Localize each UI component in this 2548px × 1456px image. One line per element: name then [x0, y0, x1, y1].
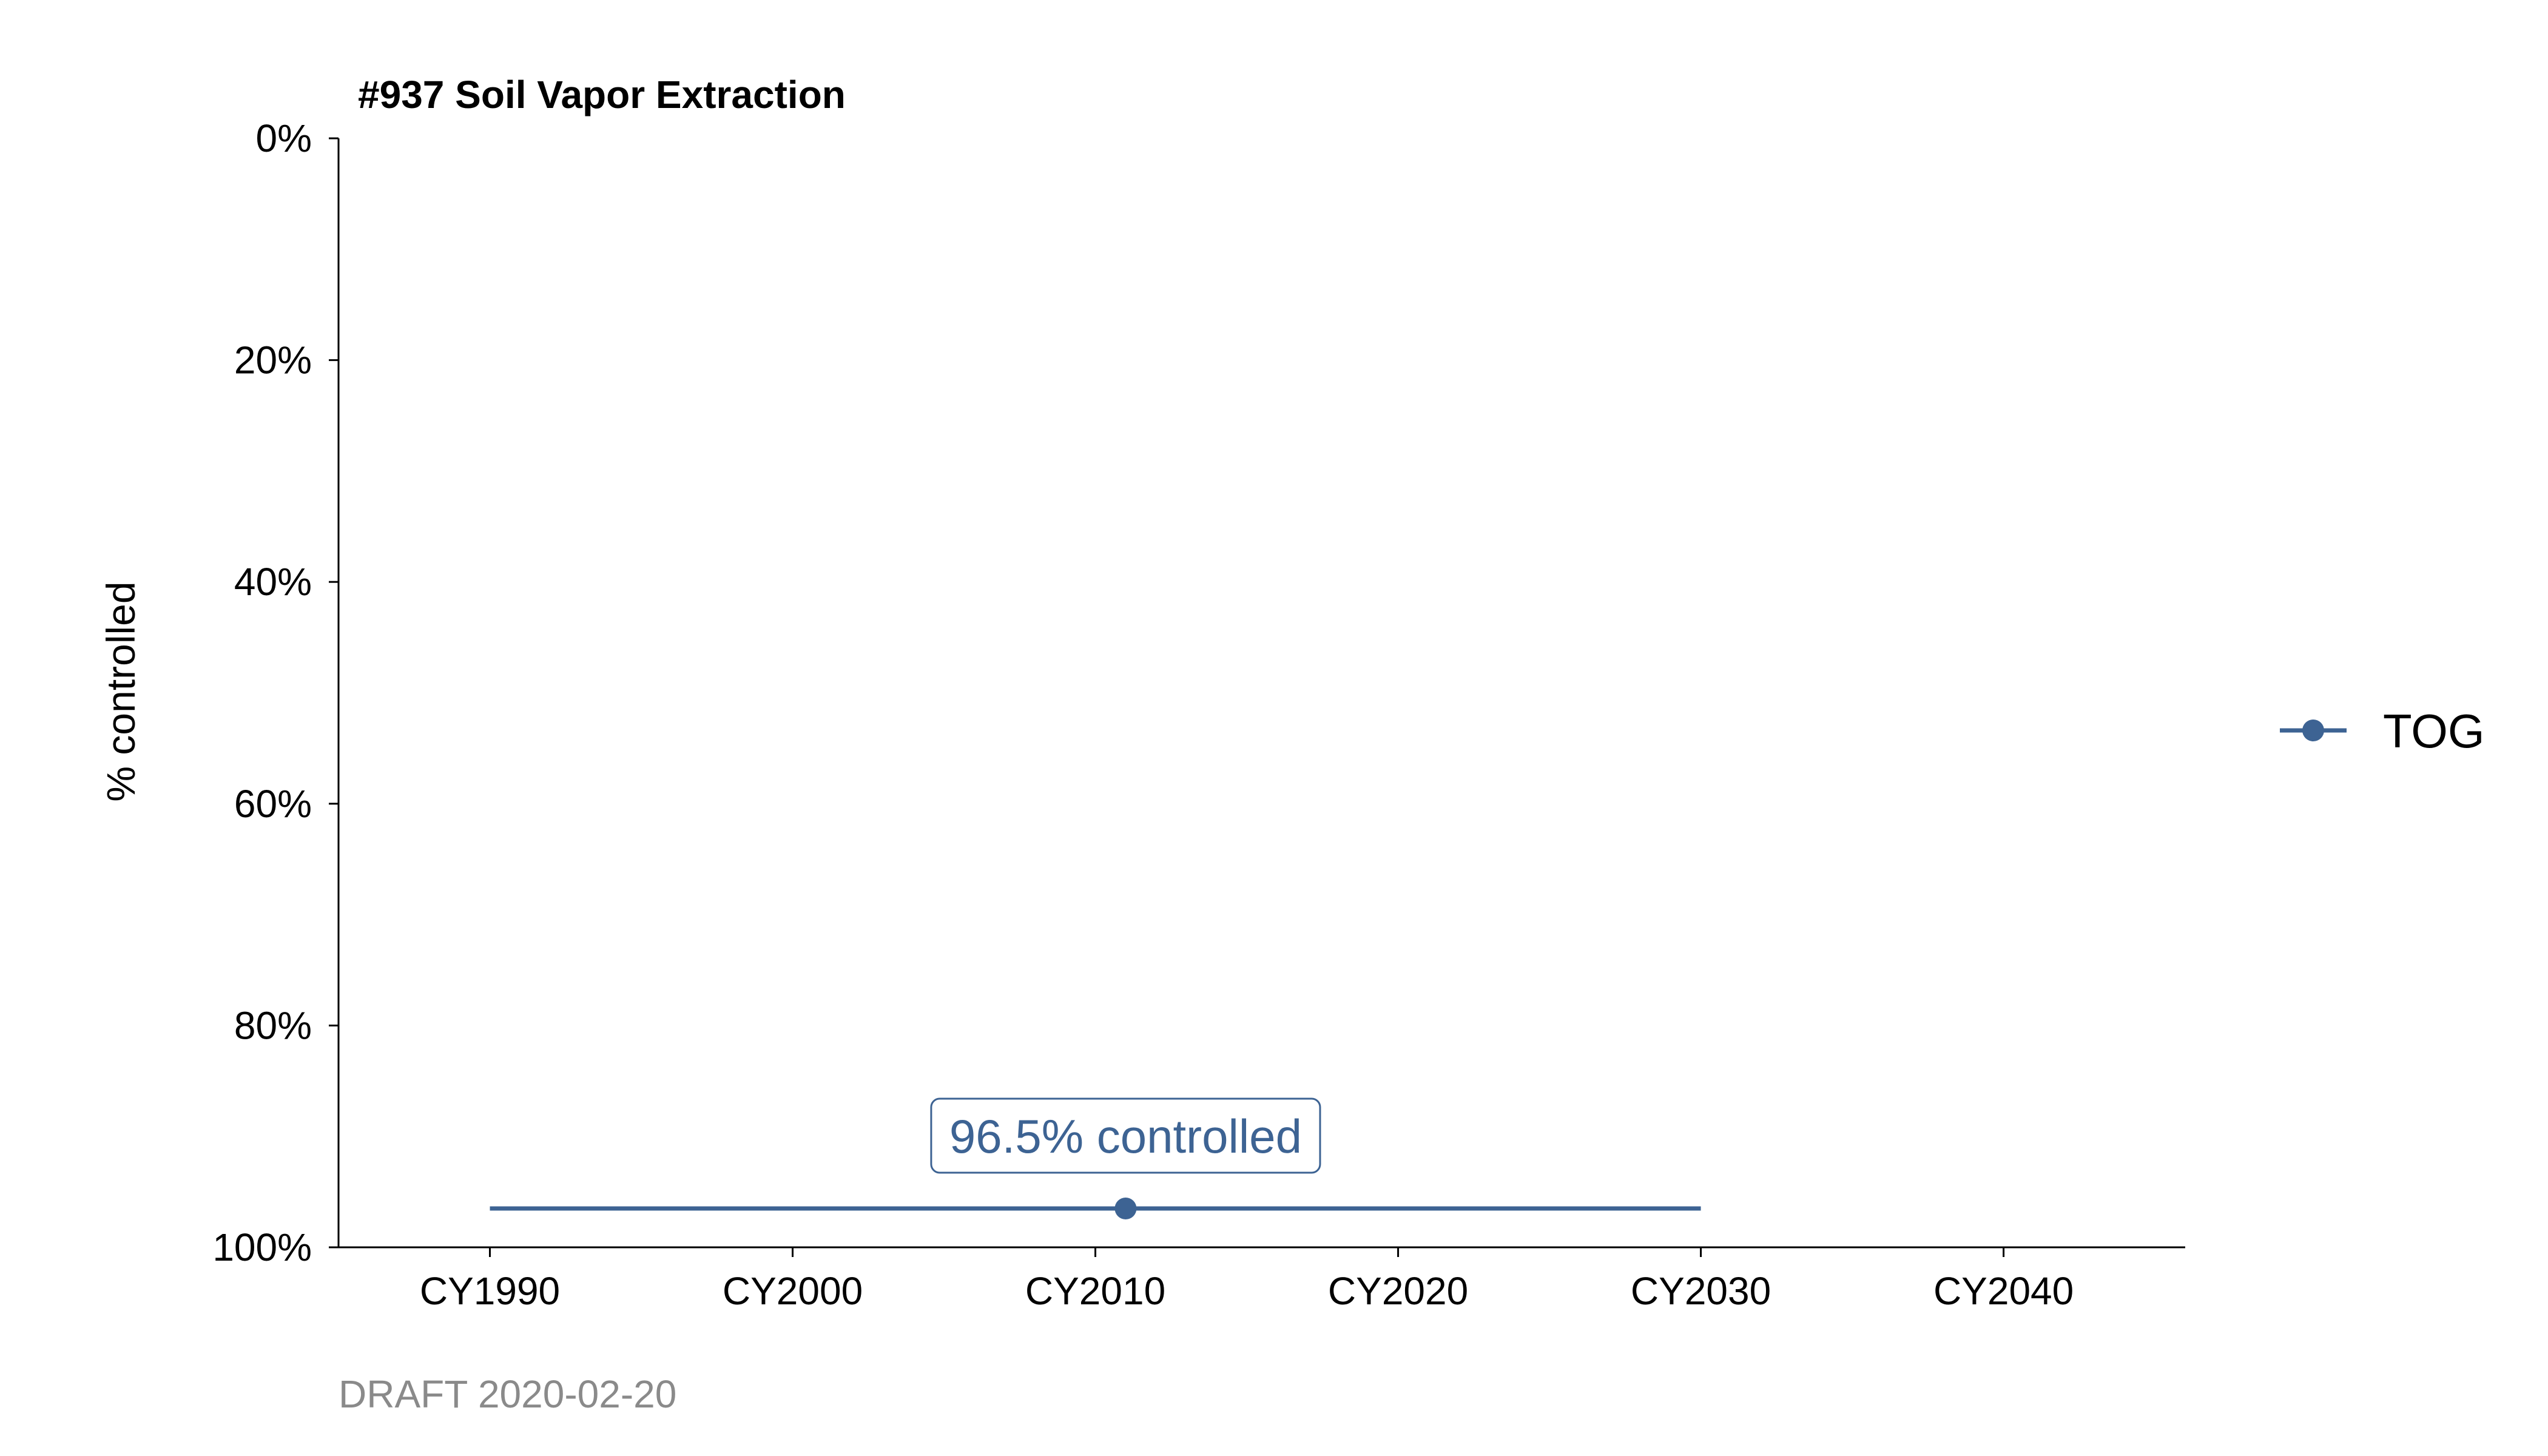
- draft-caption: DRAFT 2020-02-20: [339, 1372, 676, 1416]
- y-axis-title: % controlled: [98, 581, 143, 801]
- y-tick-label: 0%: [256, 116, 312, 160]
- x-tick-label: CY2000: [723, 1269, 863, 1313]
- y-ticks: 0% 20% 40% 60% 80% 100%: [212, 116, 339, 1269]
- chart-title: #937 Soil Vapor Extraction: [358, 73, 846, 116]
- x-tick-label: CY2010: [1025, 1269, 1165, 1313]
- x-tick-label: CY2020: [1328, 1269, 1468, 1313]
- y-tick-label: 80%: [234, 1003, 312, 1047]
- annotation-layer: 96.5% controlled: [930, 1097, 1321, 1174]
- y-tick-label: 40%: [234, 560, 312, 604]
- legend: TOG: [2280, 704, 2485, 758]
- annotation-label: 96.5% controlled: [949, 1110, 1302, 1163]
- annotation-box: [930, 1097, 1321, 1174]
- legend-label-tog: TOG: [2383, 704, 2485, 758]
- x-tick-label: CY1990: [420, 1269, 560, 1313]
- x-ticks: CY1990 CY2000 CY2010 CY2020 CY2030 CY2040: [420, 1247, 2074, 1313]
- series-layer: [490, 1198, 1701, 1220]
- y-tick-label: 20%: [234, 339, 312, 382]
- x-tick-label: CY2040: [1933, 1269, 2074, 1313]
- data-point-tog: [1114, 1198, 1137, 1220]
- y-tick-label: 60%: [234, 782, 312, 826]
- x-tick-label: CY2030: [1631, 1269, 1771, 1313]
- y-tick-label: 100%: [212, 1225, 312, 1269]
- legend-key-marker-tog: [2302, 720, 2324, 741]
